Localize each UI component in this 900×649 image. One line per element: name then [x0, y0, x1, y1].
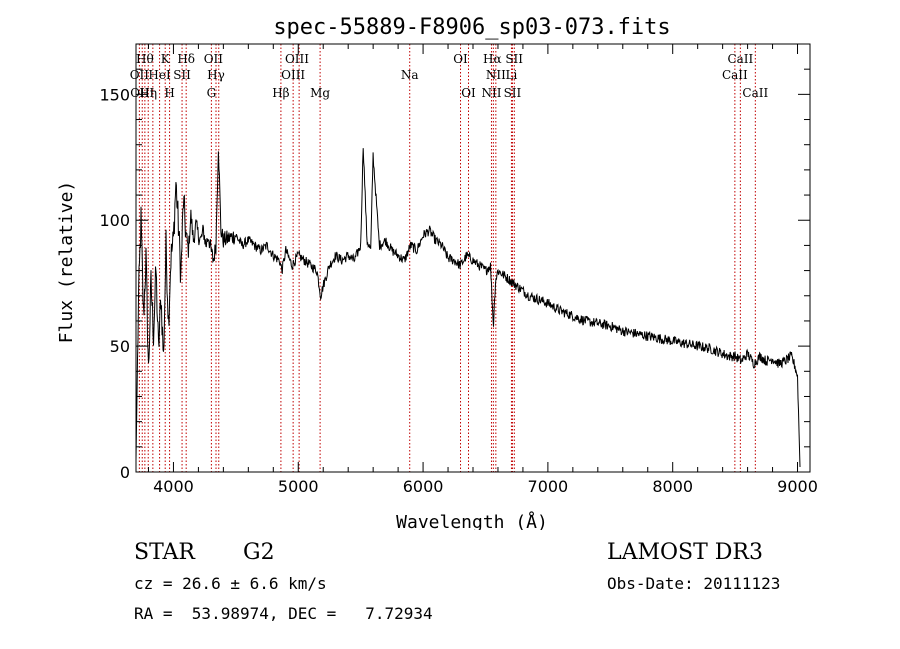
marker-label-3: OII — [204, 52, 224, 66]
spectrum-chart: spec-55889-F8906_sp03-073.fits Hθ K Hδ OII O… — [56, 15, 818, 530]
y-tick-label: 50 — [110, 337, 130, 356]
marker-label-17: CaII — [722, 68, 748, 82]
x-tick-label: 5000 — [278, 477, 319, 496]
x-tick-label: 8000 — [652, 477, 693, 496]
obs-date-label: Obs-Date: 20111123 — [607, 574, 781, 593]
x-tick-label: 4000 — [153, 477, 194, 496]
x-tick-label: 9000 — [777, 477, 818, 496]
y-tick-label: 100 — [99, 211, 130, 230]
y-tick-label: 0 — [120, 463, 130, 482]
marker-label-6: Hα — [483, 52, 502, 66]
marker-label-4: OIII — [285, 52, 309, 66]
x-tick-label: 6000 — [403, 477, 444, 496]
coordinates-label: RA = 53.98974, DEC = 7.72934 — [134, 604, 433, 623]
marker-label-10: HeI — [148, 68, 171, 82]
marker-label-1: K — [161, 52, 171, 66]
marker-label-20: H — [164, 86, 174, 100]
marker-label-25: NII — [481, 86, 501, 100]
survey-label: LAMOST DR3 — [607, 540, 763, 565]
marker-label-16: Li — [506, 68, 518, 82]
marker-label-5: OI — [453, 52, 468, 66]
marker-label-15: NII — [486, 68, 506, 82]
x-tick-label: 7000 — [528, 477, 569, 496]
marker-label-0: Hθ — [136, 52, 154, 66]
redshift-label: cz = 26.6 ± 6.6 km/s — [134, 574, 327, 593]
chart-title: spec-55889-F8906_sp03-073.fits — [273, 15, 670, 40]
marker-label-8: CaII — [727, 52, 753, 66]
plot-axes: 4000 5000 6000 7000 8000 9000 0 50 100 150 — [99, 43, 818, 496]
flux-series-line — [135, 148, 801, 468]
marker-label-2: Hδ — [177, 52, 195, 66]
marker-label-13: OIII — [281, 68, 305, 82]
marker-label-23: Mg — [310, 86, 330, 100]
object-subclass-label: G2 — [243, 540, 275, 565]
object-class-label: STAR — [134, 540, 195, 565]
marker-label-24: OI — [461, 86, 476, 100]
y-axis-label: Flux (relative) — [56, 181, 77, 344]
marker-label-9: OII — [130, 68, 150, 82]
x-axis-label: Wavelength (Å) — [396, 511, 548, 530]
y-tick-label: 150 — [99, 85, 130, 104]
marker-label-11: SII — [173, 68, 191, 82]
marker-label-7: SII — [505, 52, 523, 66]
marker-label-27: CaII — [742, 86, 768, 100]
marker-label-12: Hγ — [207, 68, 225, 82]
marker-label-19: Hη — [139, 86, 157, 100]
marker-label-22: Hβ — [272, 86, 289, 100]
marker-label-14: Na — [401, 68, 419, 82]
marker-label-26: SII — [504, 86, 522, 100]
marker-label-21: G — [207, 86, 217, 100]
line-markers — [138, 44, 756, 472]
